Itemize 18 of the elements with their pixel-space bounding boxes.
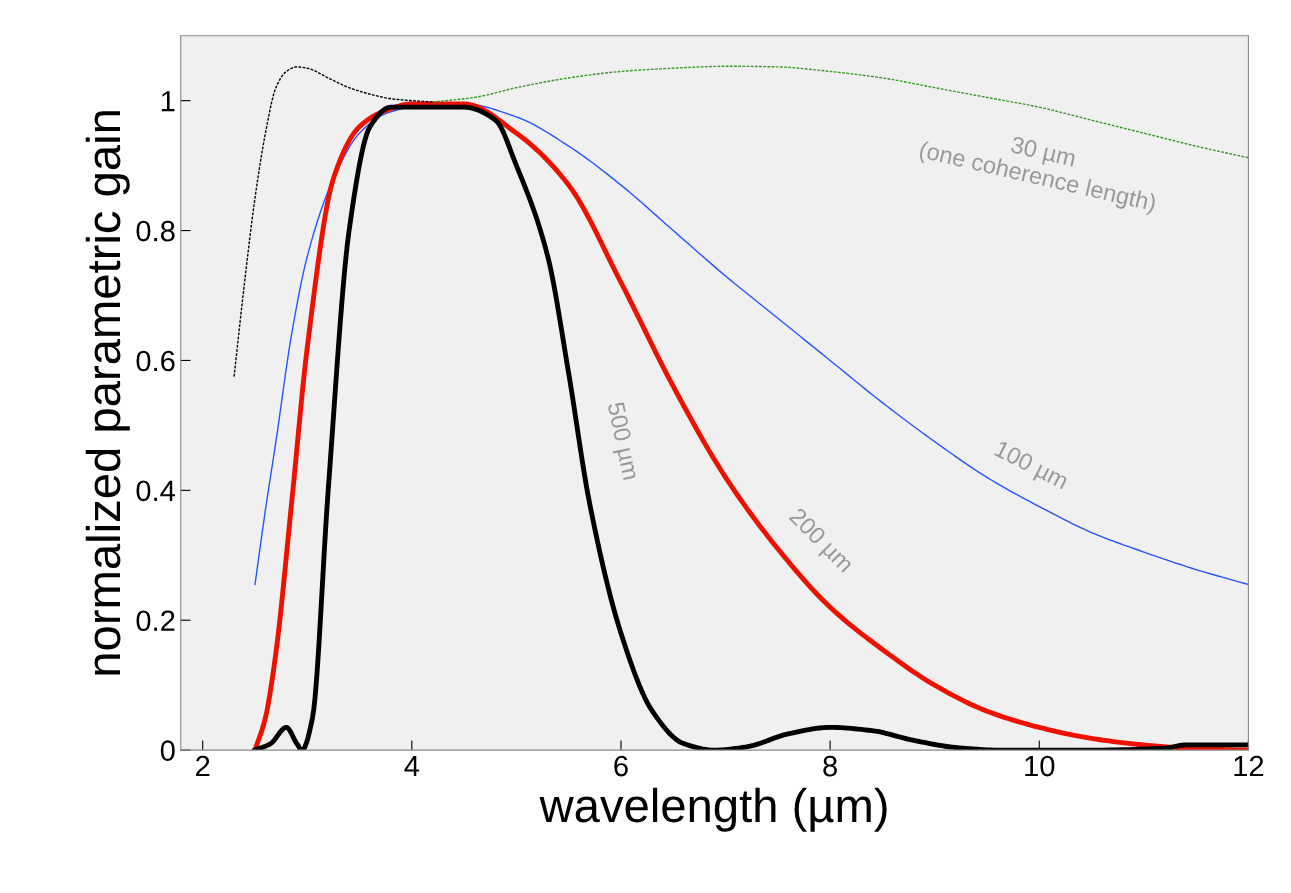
y-tick-label: 1 [161,91,175,112]
x-tick-label: 8 [823,755,837,777]
y-tick-label: 0.8 [136,220,175,242]
x-tick-label: 2 [196,755,210,777]
x-tick-label: 10 [1025,755,1055,777]
annotation: 100 µm [991,440,1070,494]
x-tick-label: 6 [614,755,628,777]
annotation: 500 µm [602,401,640,482]
y-tick-label: 0 [160,740,175,761]
y-tick-label: 0.2 [136,610,175,632]
annotation: 30 µm (one coherence length) [918,136,1157,216]
y-tick-label: 0.6 [136,350,175,372]
y-tick-label: 0.4 [136,480,176,502]
annotation: 200 µm [785,507,855,577]
x-tick-label: 12 [1234,755,1264,777]
y-axis-title: normalized parametric gain [85,111,130,675]
x-tick-label: 4 [404,756,420,777]
x-axis-title: wavelength (µm) [539,787,887,832]
